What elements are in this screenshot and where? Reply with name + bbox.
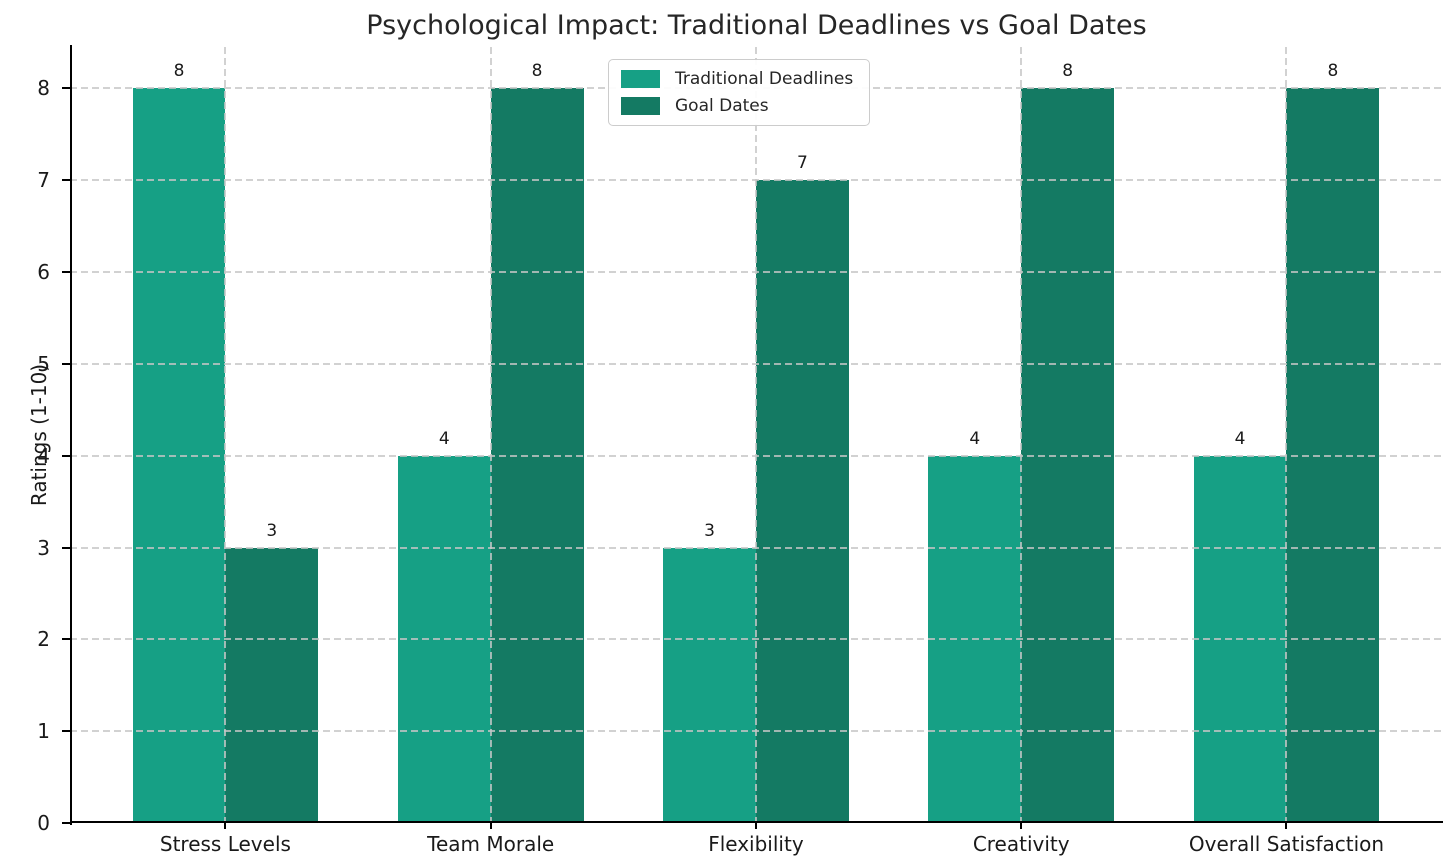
y-tick-label: 6 (37, 260, 50, 284)
y-axis-label: Ratings (1-10) (27, 363, 51, 507)
y-tick-label: 8 (37, 76, 50, 101)
y-tick-label: 2 (37, 627, 50, 652)
y-tick-mark (62, 822, 70, 824)
x-tick-label: Flexibility (708, 832, 804, 856)
gridline-vertical (754, 47, 757, 823)
x-tick-label: Stress Levels (159, 832, 291, 856)
gridline-vertical (1020, 47, 1023, 823)
legend: Traditional Deadlines Goal Dates (608, 59, 871, 126)
bar-value-label: 8 (173, 61, 185, 82)
x-tick-mark (1020, 823, 1023, 829)
x-tick-mark (224, 823, 227, 829)
gridline-vertical (224, 47, 227, 823)
x-axis-spine (70, 821, 1443, 823)
bar-value-label: 8 (531, 61, 543, 82)
legend-label: Goal Dates (675, 96, 769, 116)
y-tick-mark (62, 638, 70, 641)
y-tick-mark (62, 362, 70, 365)
x-tick-label: Creativity (972, 832, 1070, 856)
bar-value-label: 7 (796, 153, 808, 174)
bar-value-label: 4 (1234, 428, 1246, 449)
y-axis-spine (70, 45, 72, 825)
x-tick-mark (489, 823, 492, 829)
bar-goal-dates-stress-levels (225, 547, 319, 823)
legend-swatch-traditional-deadlines (621, 70, 660, 88)
y-tick-label: 4 (37, 443, 50, 468)
gridline-vertical (1285, 47, 1288, 823)
bar-value-label: 3 (266, 520, 278, 541)
bar-value-label: 4 (438, 428, 450, 449)
y-tick-mark (62, 454, 70, 457)
y-tick-label: 1 (37, 719, 50, 744)
x-tick-label: Team Morale (427, 832, 555, 856)
y-tick-mark (62, 271, 70, 273)
y-tick-label: 7 (37, 168, 50, 193)
y-tick-label: 0 (37, 811, 50, 835)
y-tick-mark (62, 87, 70, 90)
x-tick-label: Overall Satisfaction (1188, 832, 1385, 856)
bar-value-label: 8 (1327, 61, 1339, 82)
gridline-vertical (489, 47, 492, 823)
legend-item-traditional-deadlines: Traditional Deadlines (621, 69, 853, 89)
legend-swatch-goal-dates (621, 97, 660, 115)
y-tick-label: 3 (37, 535, 50, 560)
bar-goal-dates-flexibility (755, 180, 849, 823)
legend-label: Traditional Deadlines (675, 69, 854, 89)
legend-item-goal-dates: Goal Dates (621, 96, 853, 116)
plot-area: Traditional Deadlines Goal Dates 0 1 2 3 4 5 6… (37, 45, 1443, 856)
chart-title: Psychological Impact: Traditional Deadli… (366, 10, 1147, 41)
bar-value-label: 3 (704, 520, 715, 541)
bar-value-label: 8 (1062, 61, 1074, 82)
y-tick-mark (62, 179, 70, 182)
y-tick-label: 5 (37, 351, 50, 376)
bar-value-label: 4 (969, 428, 981, 449)
x-tick-mark (1285, 823, 1288, 829)
bar-traditional-deadlines-flexibility (663, 547, 756, 823)
x-tick-mark (754, 823, 757, 829)
y-tick-mark (62, 730, 70, 733)
y-tick-mark (62, 546, 70, 549)
